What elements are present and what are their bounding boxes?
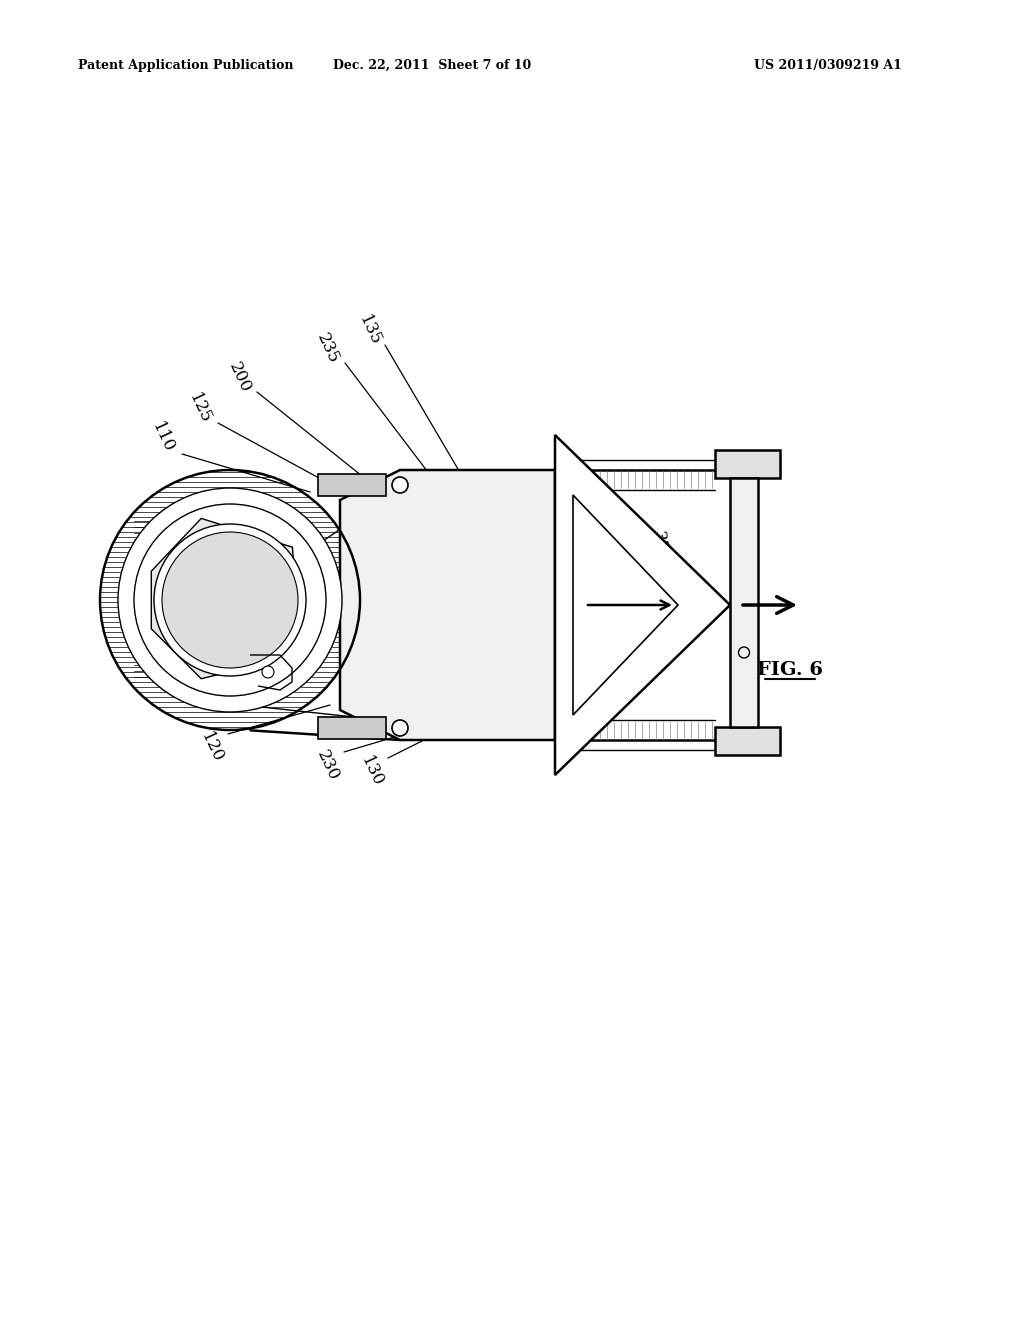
Circle shape [392, 477, 408, 492]
Text: 310: 310 [579, 616, 610, 634]
Circle shape [392, 719, 408, 737]
Circle shape [154, 524, 306, 676]
Text: 130: 130 [357, 754, 386, 791]
Circle shape [262, 667, 274, 678]
Text: 330: 330 [649, 529, 671, 564]
Text: 230: 230 [313, 748, 342, 784]
Circle shape [118, 488, 342, 711]
Text: Dec. 22, 2011  Sheet 7 of 10: Dec. 22, 2011 Sheet 7 of 10 [333, 58, 531, 71]
Bar [318, 474, 386, 496]
Text: 200: 200 [225, 360, 254, 396]
Text: 120: 120 [198, 730, 226, 766]
Text: 110: 110 [148, 420, 177, 455]
Polygon shape [340, 470, 555, 741]
Circle shape [134, 504, 326, 696]
Text: 235: 235 [313, 330, 342, 366]
Circle shape [162, 532, 298, 668]
Text: 135: 135 [355, 312, 384, 348]
Polygon shape [555, 436, 730, 775]
Polygon shape [152, 519, 299, 678]
Bar [318, 717, 386, 739]
Text: Patent Application Publication: Patent Application Publication [78, 58, 294, 71]
Bar [730, 478, 758, 727]
Bar [715, 450, 780, 478]
Text: 125: 125 [185, 389, 214, 426]
Text: US 2011/0309219 A1: US 2011/0309219 A1 [754, 58, 902, 71]
Bar [715, 727, 780, 755]
Text: FIG. 6: FIG. 6 [757, 661, 823, 678]
